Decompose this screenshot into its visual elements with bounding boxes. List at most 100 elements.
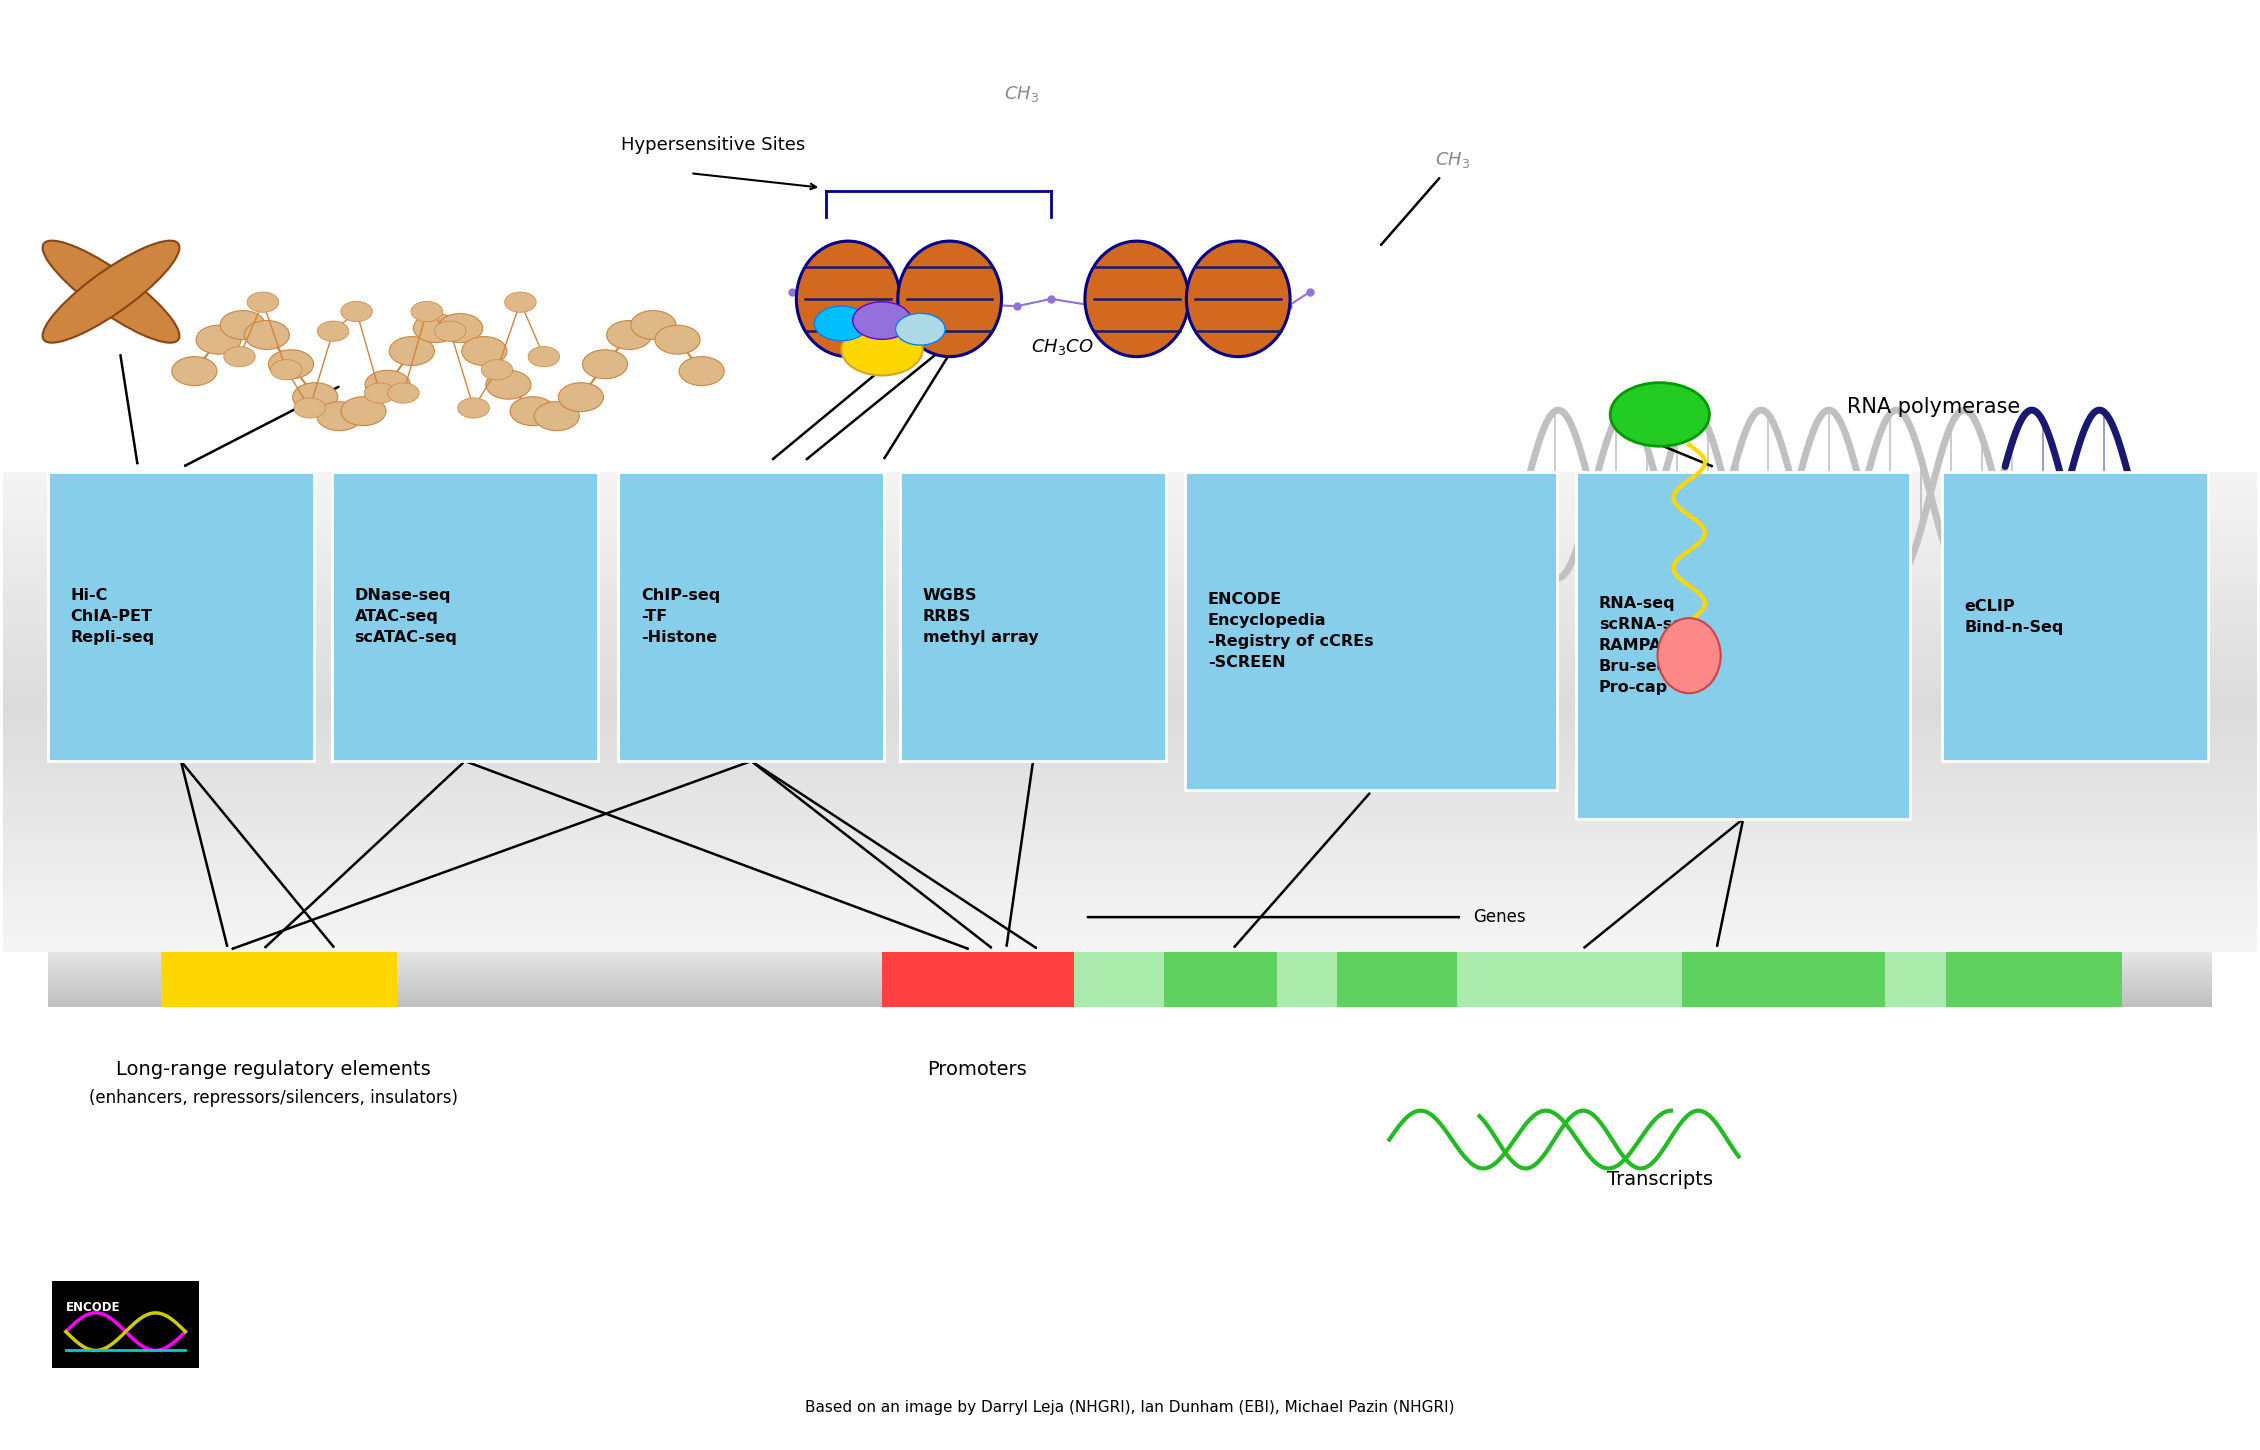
Bar bbox=[2, 896, 2258, 903]
Text: Genes: Genes bbox=[1474, 908, 1526, 927]
Bar bbox=[1338, 951, 1458, 1006]
Ellipse shape bbox=[1186, 241, 1290, 357]
Text: Hi-C
ChIA-PET
Repli-seq: Hi-C ChIA-PET Repli-seq bbox=[70, 589, 154, 645]
Text: $\mathit{CH_3}$: $\mathit{CH_3}$ bbox=[1435, 151, 1469, 170]
Ellipse shape bbox=[796, 241, 899, 357]
Bar bbox=[2, 680, 2258, 687]
Bar bbox=[2, 919, 2258, 928]
Text: DNase-seq
ATAC-seq
scATAC-seq: DNase-seq ATAC-seq scATAC-seq bbox=[355, 589, 457, 645]
Bar bbox=[2, 903, 2258, 912]
Bar bbox=[2, 840, 2258, 848]
Circle shape bbox=[411, 302, 443, 322]
Bar bbox=[619, 473, 884, 761]
Circle shape bbox=[655, 325, 701, 354]
Circle shape bbox=[244, 320, 289, 349]
Bar bbox=[160, 951, 398, 1006]
Bar bbox=[2, 496, 2258, 505]
Circle shape bbox=[461, 336, 506, 365]
Circle shape bbox=[246, 291, 278, 312]
Text: WGBS
RRBS
methyl array: WGBS RRBS methyl array bbox=[922, 589, 1037, 645]
Bar bbox=[2, 808, 2258, 816]
Circle shape bbox=[841, 323, 922, 376]
Text: Based on an image by Darryl Leja (NHGRI), Ian Dunham (EBI), Michael Pazin (NHGRI: Based on an image by Darryl Leja (NHGRI)… bbox=[805, 1401, 1455, 1415]
Bar bbox=[2, 753, 2258, 760]
Bar bbox=[52, 1282, 199, 1367]
Circle shape bbox=[292, 383, 337, 412]
Bar bbox=[2, 664, 2258, 671]
Circle shape bbox=[269, 349, 314, 378]
Circle shape bbox=[219, 310, 264, 339]
Bar bbox=[2050, 951, 2122, 1006]
Bar bbox=[1749, 951, 1885, 1006]
Bar bbox=[2, 800, 2258, 808]
Bar bbox=[1164, 951, 1277, 1006]
Bar bbox=[2, 592, 2258, 600]
Circle shape bbox=[197, 325, 242, 354]
Bar bbox=[1577, 473, 1910, 819]
Bar bbox=[2, 887, 2258, 896]
Bar bbox=[2, 784, 2258, 792]
Bar bbox=[2, 768, 2258, 776]
Bar bbox=[2, 832, 2258, 840]
Circle shape bbox=[224, 347, 255, 367]
Bar bbox=[2, 576, 2258, 584]
Bar bbox=[2, 776, 2258, 784]
Bar bbox=[332, 473, 599, 761]
Bar bbox=[2, 473, 2258, 480]
Text: Transcripts: Transcripts bbox=[1607, 1170, 1713, 1189]
Circle shape bbox=[438, 313, 484, 342]
Bar bbox=[1184, 473, 1557, 790]
Bar bbox=[2, 480, 2258, 489]
Circle shape bbox=[389, 383, 418, 403]
Circle shape bbox=[271, 360, 303, 380]
Circle shape bbox=[341, 397, 386, 426]
Text: Hypersensitive Sites: Hypersensitive Sites bbox=[622, 136, 805, 155]
Bar bbox=[1946, 951, 2050, 1006]
Bar bbox=[2, 671, 2258, 680]
Text: $CH_3CO$: $CH_3CO$ bbox=[1031, 336, 1094, 357]
Bar bbox=[2, 687, 2258, 696]
Circle shape bbox=[172, 357, 217, 386]
Bar bbox=[2, 512, 2258, 521]
Bar bbox=[881, 951, 1074, 1006]
Circle shape bbox=[316, 402, 362, 431]
Circle shape bbox=[1609, 383, 1709, 447]
Circle shape bbox=[529, 347, 560, 367]
Circle shape bbox=[631, 310, 676, 339]
Text: (enhancers, repressors/silencers, insulators): (enhancers, repressors/silencers, insula… bbox=[88, 1089, 459, 1106]
Bar bbox=[1941, 473, 2208, 761]
Circle shape bbox=[814, 306, 868, 341]
Bar bbox=[2, 648, 2258, 655]
Bar bbox=[2, 600, 2258, 608]
Bar bbox=[2, 744, 2258, 753]
Bar bbox=[2, 912, 2258, 919]
Ellipse shape bbox=[1657, 618, 1720, 693]
Bar bbox=[2, 816, 2258, 824]
Circle shape bbox=[414, 313, 459, 342]
Text: ENCODE: ENCODE bbox=[66, 1302, 120, 1315]
Bar bbox=[2, 864, 2258, 871]
Bar bbox=[2, 521, 2258, 528]
Bar bbox=[2, 728, 2258, 737]
Text: RNA polymerase: RNA polymerase bbox=[1846, 397, 2020, 418]
Circle shape bbox=[341, 302, 373, 322]
Circle shape bbox=[511, 397, 556, 426]
Bar bbox=[1458, 951, 1681, 1006]
Bar bbox=[2, 721, 2258, 728]
Bar bbox=[2, 584, 2258, 592]
Bar bbox=[1681, 951, 1749, 1006]
Circle shape bbox=[558, 383, 603, 412]
Circle shape bbox=[434, 320, 466, 341]
Bar bbox=[899, 473, 1166, 761]
Bar bbox=[2, 528, 2258, 536]
Circle shape bbox=[364, 383, 396, 403]
Bar bbox=[2, 880, 2258, 887]
Bar bbox=[2, 935, 2258, 944]
Circle shape bbox=[895, 313, 945, 345]
Text: ChIP-seq
-TF
-Histone: ChIP-seq -TF -Histone bbox=[642, 589, 721, 645]
Bar bbox=[2, 505, 2258, 512]
Bar bbox=[2, 944, 2258, 951]
Bar bbox=[2, 824, 2258, 832]
Text: $\mathit{CH_3}$: $\mathit{CH_3}$ bbox=[1003, 84, 1040, 104]
Bar bbox=[2, 560, 2258, 568]
